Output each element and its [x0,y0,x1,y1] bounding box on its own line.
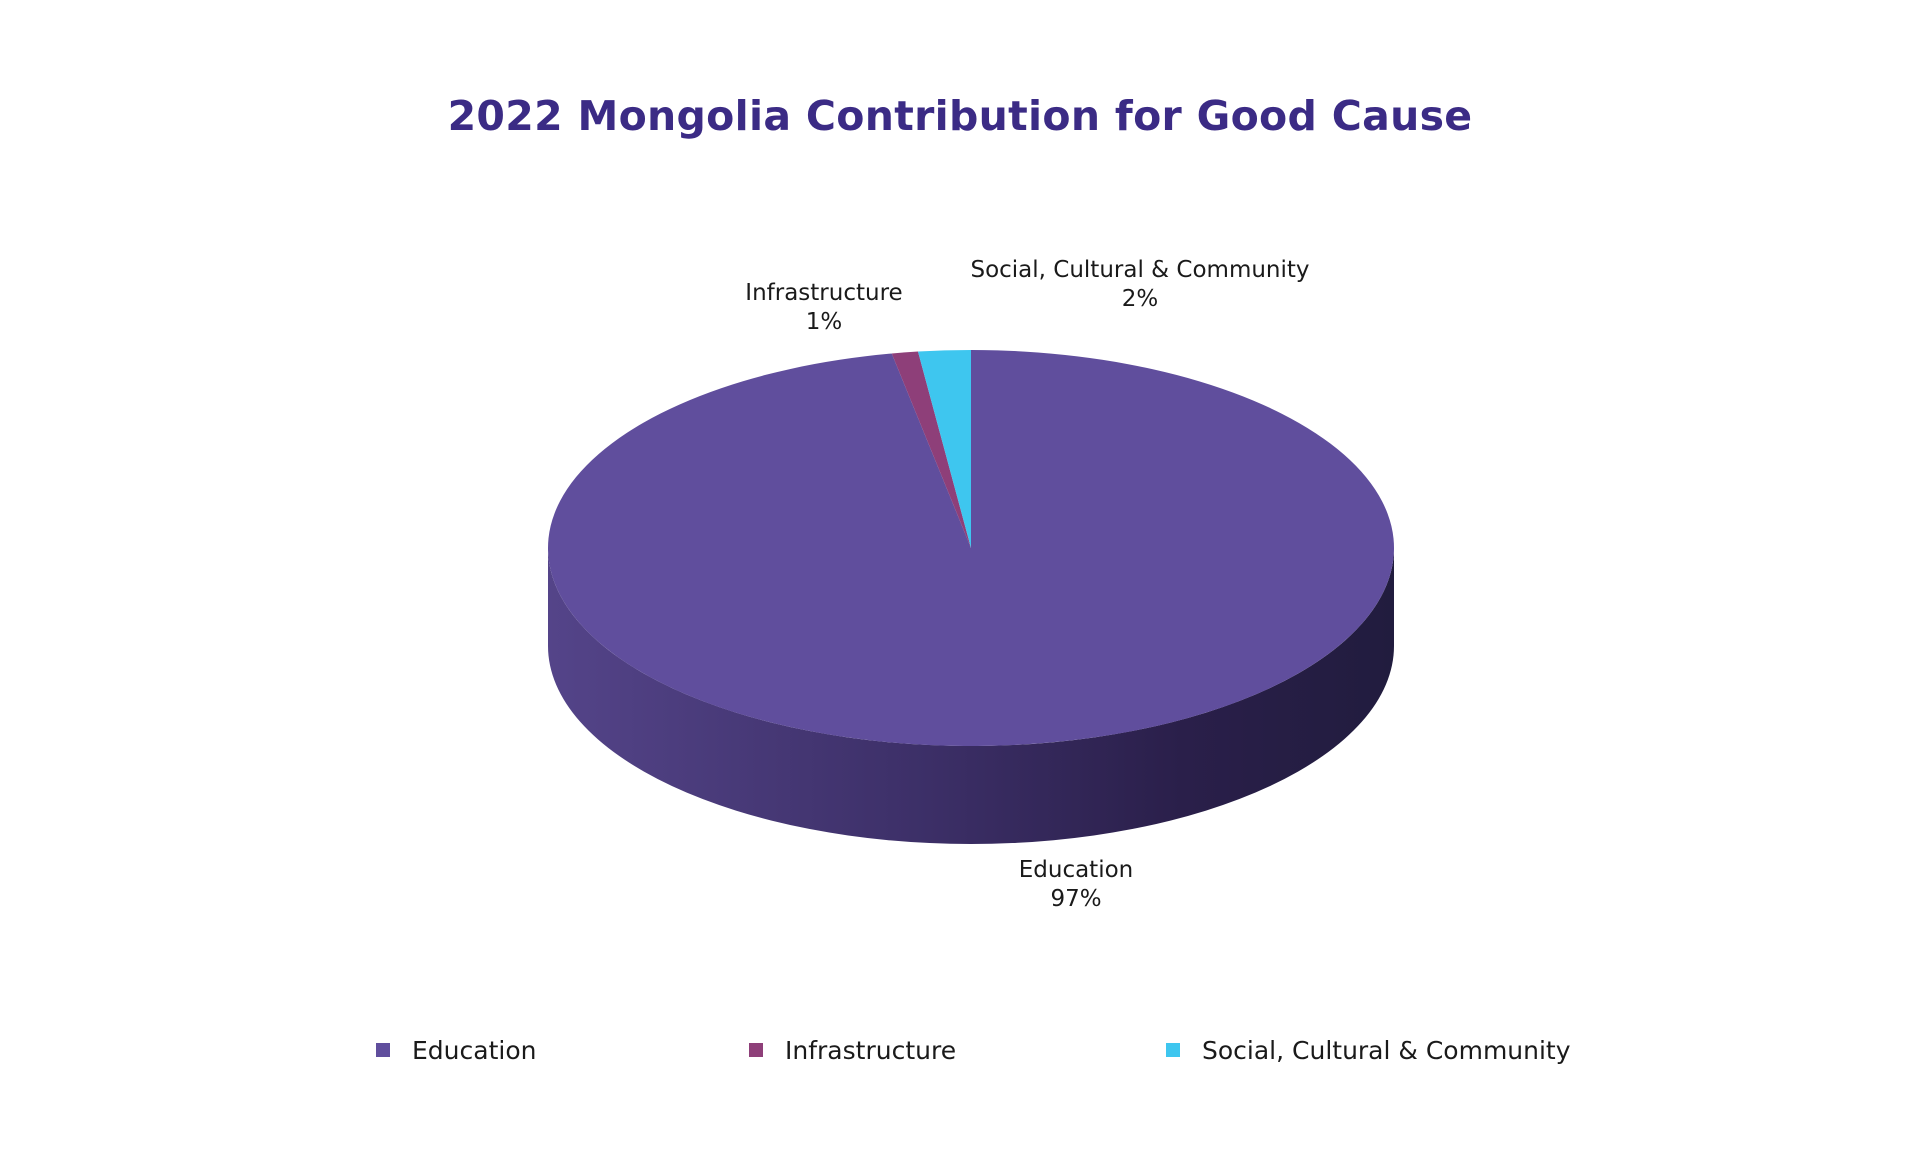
pie-slice-education [547,350,1394,747]
legend-label-infrastructure: Infrastructure [785,1035,957,1065]
pie-side-wall [548,548,1394,844]
slice-value-social-cultural-community: 2% [1122,286,1159,312]
slice-label-education: Education [1019,857,1134,883]
slice-value-education: 97% [1050,886,1101,912]
legend-item-social: Social, Cultural & Community [1166,1030,1571,1070]
slice-labels: Education 97% Infrastructure 1% Social, Cult… [745,257,1309,912]
legend: Education Infrastructure Social, Cultura… [0,1030,1920,1070]
legend-item-infrastructure: Infrastructure [749,1030,956,1070]
chart-title: 2022 Mongolia Contribution for Good Caus… [447,92,1473,140]
legend-swatch-education [376,1043,390,1057]
slice-label-social-cultural-community: Social, Cultural & Community [970,257,1309,283]
legend-label-social: Social, Cultural & Community [1202,1035,1571,1065]
pie-slice-social-cultural-community [917,350,971,548]
legend-label-education: Education [412,1035,537,1065]
pie-group [547,350,1394,844]
legend-item-education: Education [376,1030,536,1070]
pie-slice-infrastructure [891,351,971,548]
legend-swatch-infrastructure [749,1043,763,1057]
slice-label-infrastructure: Infrastructure [745,280,902,306]
slice-value-infrastructure: 1% [806,309,843,335]
legend-swatch-social [1166,1043,1180,1057]
